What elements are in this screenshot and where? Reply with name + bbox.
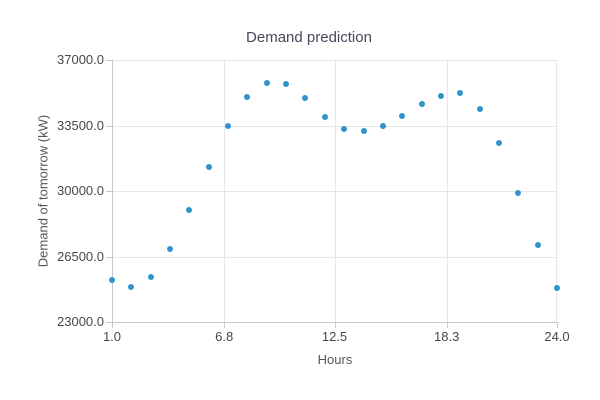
x-gridline xyxy=(446,60,448,322)
data-point[interactable] xyxy=(302,95,309,102)
x-tick-label: 12.5 xyxy=(321,329,348,344)
data-point[interactable] xyxy=(379,122,386,129)
y-tick-mark xyxy=(106,191,112,192)
data-point[interactable] xyxy=(109,276,115,283)
x-axis-line xyxy=(112,322,558,323)
plot-area: 23000.0 26500.0 30000.0 33500.0 37000.0 1.0 6.… xyxy=(57,52,570,344)
data-point[interactable] xyxy=(244,94,251,101)
data-point[interactable] xyxy=(534,242,541,249)
x-gridline xyxy=(224,60,226,322)
data-point[interactable] xyxy=(437,92,444,99)
x-tick-label: 24.0 xyxy=(544,329,570,344)
y-tick-label: 33500.0 xyxy=(57,117,104,133)
data-point[interactable] xyxy=(167,246,174,252)
x-tick-label: 18.3 xyxy=(434,329,460,344)
x-gridline xyxy=(556,60,557,322)
x-tick-mark xyxy=(224,322,226,328)
data-point[interactable] xyxy=(360,128,367,135)
y-tick-mark xyxy=(106,60,112,61)
data-point[interactable] xyxy=(476,105,483,112)
data-point[interactable] xyxy=(186,206,193,213)
data-point[interactable] xyxy=(554,285,560,292)
y-tick-mark xyxy=(106,125,112,127)
data-point[interactable] xyxy=(418,100,425,107)
x-tick-label: 1.0 xyxy=(102,329,122,344)
x-tick-mark xyxy=(557,322,558,328)
y-tick-label: 23000.0 xyxy=(57,314,104,329)
data-point[interactable] xyxy=(321,114,328,121)
data-point[interactable] xyxy=(225,123,232,130)
x-axis-title: Hours xyxy=(317,352,353,367)
y-tick-label: 37000.0 xyxy=(57,52,104,67)
x-gridline xyxy=(334,60,336,322)
data-point[interactable] xyxy=(205,163,212,170)
data-point[interactable] xyxy=(147,274,154,281)
x-tick-mark xyxy=(112,322,113,328)
data-point[interactable] xyxy=(341,126,348,133)
y-tick-label: 30000.0 xyxy=(57,183,104,198)
data-point[interactable] xyxy=(515,189,522,196)
y-axis-line xyxy=(112,60,113,323)
x-tick-label: 6.8 xyxy=(215,329,234,344)
data-point[interactable] xyxy=(457,89,464,96)
data-point[interactable] xyxy=(263,80,270,87)
y-tick-label: 26500.0 xyxy=(57,248,104,264)
x-tick-mark xyxy=(446,322,448,328)
x-tick-mark xyxy=(334,322,336,328)
data-point[interactable] xyxy=(283,81,290,88)
data-point[interactable] xyxy=(495,140,502,147)
chart-title: Demand prediction xyxy=(246,29,372,46)
y-tick-mark xyxy=(106,322,112,323)
data-point[interactable] xyxy=(128,284,135,291)
data-point[interactable] xyxy=(399,113,406,120)
y-tick-mark xyxy=(106,256,112,258)
